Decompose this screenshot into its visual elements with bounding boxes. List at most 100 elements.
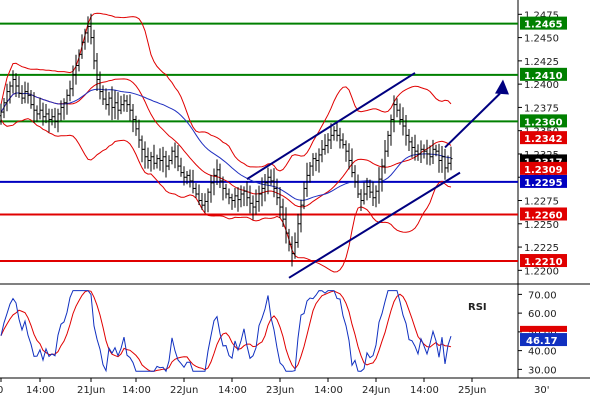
ohlc-bar <box>47 108 51 133</box>
ohlc-bar <box>350 148 354 178</box>
rsi-tick-label: 30.00 <box>528 365 557 376</box>
ohlc-bar <box>269 169 273 186</box>
ohlc-bar <box>236 187 240 212</box>
time-tick-label: 30' <box>534 385 549 396</box>
time-tick-label: 14:00 <box>410 385 439 396</box>
rsi-line <box>0 290 452 373</box>
ohlc-bar <box>32 92 36 123</box>
ohlc-bar <box>149 151 153 172</box>
level-badge-box <box>520 114 567 128</box>
ohlc-bar <box>176 145 180 172</box>
ohlc-bar <box>326 133 330 154</box>
ohlc-bar <box>386 130 390 157</box>
trend-channel-lower <box>288 171 461 279</box>
ohlc-bar <box>272 168 276 198</box>
ohlc-bar <box>83 28 87 50</box>
ohlc-bar <box>62 98 66 120</box>
ohlc-bar <box>173 142 177 169</box>
trend-channel-upper <box>246 72 416 180</box>
ohlc-bar <box>359 189 363 212</box>
ohlc-bar <box>320 140 324 163</box>
ohlc-bar <box>26 82 30 104</box>
ohlc-bar <box>80 34 84 59</box>
ohlc-bar <box>422 144 426 159</box>
ohlc-bar <box>332 126 336 141</box>
ohlc-bar <box>281 198 285 227</box>
ohlc-bar <box>161 146 165 173</box>
rsi-value-badge-label: 46.17 <box>526 336 558 347</box>
ohlc-bar <box>335 122 339 142</box>
ohlc-bar <box>191 169 195 194</box>
ohlc-bar <box>368 179 372 199</box>
projection-arrow-head <box>495 79 509 95</box>
ohlc-bar <box>419 140 423 163</box>
ohlc-bar <box>41 102 45 126</box>
ohlc-bar <box>302 181 306 210</box>
ohlc-bar <box>209 174 213 203</box>
rsi-tick-label: 60.00 <box>528 309 557 320</box>
ohlc-bar <box>38 97 42 120</box>
ohlc-bar <box>170 146 174 165</box>
ohlc-bar <box>230 193 234 210</box>
ohlc-bar <box>257 185 261 212</box>
time-tick-label: 14:00 <box>218 385 247 396</box>
ohlc-bar <box>305 162 309 197</box>
time-axis: 0 14:00 21Jun 14:00 22Jun 14:00 23Jun 14:00 24Ju… <box>0 377 590 396</box>
ohlc-bar <box>266 167 270 195</box>
ohlc-bar <box>389 114 393 146</box>
level-badge-box <box>520 67 567 81</box>
ohlc-bar <box>44 103 48 124</box>
ohlc-bar <box>113 90 117 120</box>
ohlc-bar <box>383 139 387 174</box>
ohlc-bar <box>437 143 441 173</box>
rsi-tick-label: 70.00 <box>528 290 557 301</box>
time-tick-label: 0 <box>0 385 3 396</box>
ohlc-bar <box>449 146 453 171</box>
ohlc-bar <box>434 144 438 157</box>
ohlc-bar <box>251 195 255 220</box>
price-badge-box <box>520 161 567 175</box>
ohlc-bar <box>29 89 33 109</box>
level-badge-box <box>520 174 567 188</box>
time-tick-label: 23Jun <box>266 385 294 396</box>
ohlc-bar <box>431 139 435 165</box>
ohlc-bar <box>287 228 291 252</box>
ohlc-bar <box>134 115 138 136</box>
ohlc-bar <box>233 188 237 208</box>
ohlc-bar <box>74 54 78 85</box>
ohlc-bar <box>344 140 348 162</box>
ohlc-bar <box>50 108 54 126</box>
level-badge-label: 1.2295 <box>524 178 563 189</box>
ohlc-bar <box>158 148 162 171</box>
ohlc-bar <box>98 71 102 100</box>
ohlc-bar <box>377 167 381 204</box>
level-badge-box <box>520 207 567 221</box>
ohlc-bar <box>119 95 123 115</box>
ohlc-bar <box>131 103 135 133</box>
ohlc-bar <box>365 177 369 201</box>
ohlc-bar <box>188 169 192 188</box>
ohlc-bar <box>182 166 186 186</box>
ohlc-bar <box>53 107 57 129</box>
level-badge-box <box>520 254 567 268</box>
price-tick-label: 1.2450 <box>524 34 559 45</box>
ohlc-bar <box>338 127 342 149</box>
ohlc-bar <box>242 186 246 207</box>
ohlc-bar <box>125 95 129 113</box>
ohlc-bar <box>215 159 219 186</box>
ohlc-bar <box>59 100 63 121</box>
ohlc-bar <box>275 178 279 206</box>
ohlc-bar <box>392 95 396 133</box>
ohlc-bar <box>284 207 288 244</box>
level-badge-box <box>520 16 567 30</box>
ohlc-bar <box>212 168 216 196</box>
ohlc-bar <box>290 236 294 267</box>
price-badge-label: 1.2342 <box>524 134 563 145</box>
ohlc-bar <box>23 81 27 104</box>
ohlc-bar <box>203 193 207 213</box>
price-tick-label: 1.2275 <box>524 197 559 208</box>
ohlc-bar <box>347 143 351 170</box>
ohlc-bar <box>371 181 375 207</box>
